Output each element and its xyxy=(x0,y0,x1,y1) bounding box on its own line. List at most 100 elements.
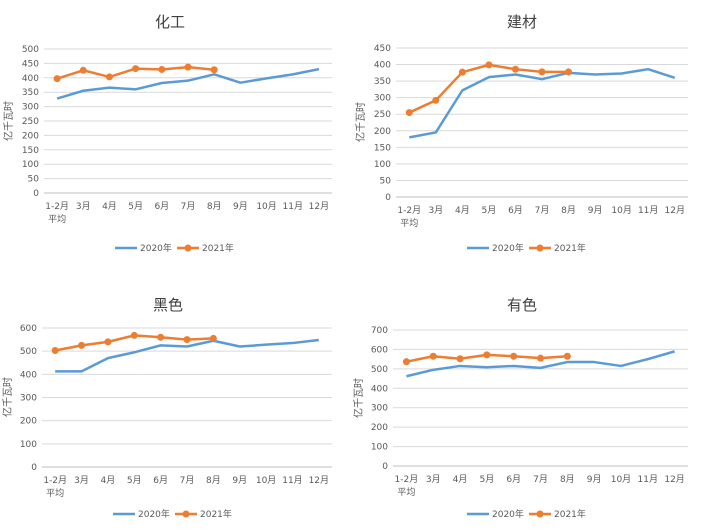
x-tick-label: 7月 xyxy=(535,205,550,216)
data-point xyxy=(511,65,519,73)
x-tick-label: 3月 xyxy=(428,205,443,216)
x-tick-label: 1-2月 xyxy=(45,201,69,212)
y-tick-label: 400 xyxy=(371,384,388,394)
y-tick-label: 150 xyxy=(374,143,391,153)
legend-label: 2020年 xyxy=(492,508,524,520)
chart-title: 有色 xyxy=(507,296,537,314)
x-tick-label: 6月 xyxy=(506,474,521,485)
x-tick-label: 9月 xyxy=(588,205,603,216)
data-point xyxy=(458,68,466,76)
y-tick-label: 400 xyxy=(20,370,37,380)
x-tick-label: 10月 xyxy=(611,205,631,216)
y-tick-label: 250 xyxy=(22,117,39,127)
x-tick-label: 平均 xyxy=(400,217,418,229)
data-point xyxy=(79,66,87,74)
x-tick-label: 1-2月 xyxy=(395,474,419,485)
data-point xyxy=(209,334,217,342)
y-tick-label: 300 xyxy=(22,103,39,113)
x-tick-label: 平均 xyxy=(48,213,66,225)
x-tick-label: 3月 xyxy=(426,474,441,485)
x-tick-label: 5月 xyxy=(128,201,143,212)
y-tick-label: 0 xyxy=(385,193,391,203)
y-tick-label: 150 xyxy=(22,146,39,156)
x-tick-label: 12月 xyxy=(309,475,329,486)
y-tick-label: 350 xyxy=(374,77,391,87)
y-tick-label: 50 xyxy=(28,175,40,185)
y-tick-label: 200 xyxy=(20,417,37,427)
chart-title: 黑色 xyxy=(153,296,183,314)
x-tick-label: 9月 xyxy=(232,475,247,486)
legend-label: 2020年 xyxy=(140,242,172,254)
data-point xyxy=(132,65,140,73)
legend-label: 2020年 xyxy=(138,508,170,520)
data-point xyxy=(429,352,437,360)
x-tick-label: 4月 xyxy=(453,474,468,485)
y-tick-label: 100 xyxy=(22,160,39,170)
y-tick-label: 0 xyxy=(382,462,388,472)
data-point xyxy=(405,109,413,117)
x-tick-label: 平均 xyxy=(397,486,415,498)
x-tick-label: 7月 xyxy=(181,201,196,212)
data-point xyxy=(510,352,518,360)
y-tick-label: 450 xyxy=(374,44,391,54)
y-tick-label: 500 xyxy=(371,365,388,375)
data-point xyxy=(456,355,464,363)
data-point xyxy=(105,73,113,81)
y-tick-label: 200 xyxy=(371,423,388,433)
x-tick-label: 3月 xyxy=(74,475,89,486)
legend-label: 2021年 xyxy=(200,508,232,520)
x-tick-label: 5月 xyxy=(482,205,497,216)
y-tick-label: 50 xyxy=(380,176,392,186)
data-point xyxy=(51,346,59,354)
data-point xyxy=(53,75,61,83)
x-tick-label: 10月 xyxy=(611,474,631,485)
data-point xyxy=(78,341,86,349)
data-point xyxy=(130,331,138,339)
data-point xyxy=(183,336,191,344)
y-tick-label: 400 xyxy=(374,61,391,71)
y-tick-label: 500 xyxy=(22,45,39,55)
x-tick-label: 10月 xyxy=(256,475,276,486)
x-tick-label: 5月 xyxy=(479,474,494,485)
data-point xyxy=(210,66,218,74)
x-tick-label: 8月 xyxy=(207,201,222,212)
y-tick-label: 450 xyxy=(22,59,39,69)
data-point xyxy=(485,61,493,69)
data-point xyxy=(184,63,192,71)
legend-label: 2021年 xyxy=(554,508,586,520)
data-point xyxy=(538,68,546,76)
y-tick-label: 200 xyxy=(22,131,39,141)
data-point xyxy=(563,352,571,360)
x-tick-label: 7月 xyxy=(533,474,548,485)
y-axis-label: 亿千瓦时 xyxy=(352,378,365,418)
x-tick-label: 4月 xyxy=(455,205,470,216)
data-point xyxy=(157,333,165,341)
x-tick-label: 11月 xyxy=(282,475,302,486)
y-axis-label: 亿千瓦时 xyxy=(1,377,14,417)
y-tick-label: 300 xyxy=(371,404,388,414)
x-tick-label: 1-2月 xyxy=(43,475,67,486)
y-tick-label: 350 xyxy=(22,88,39,98)
data-point xyxy=(402,358,410,366)
y-tick-label: 700 xyxy=(371,326,388,336)
y-tick-label: 200 xyxy=(374,127,391,137)
x-tick-label: 6月 xyxy=(153,475,168,486)
data-point xyxy=(432,96,440,104)
y-tick-label: 300 xyxy=(20,394,37,404)
x-tick-label: 12月 xyxy=(664,474,684,485)
chart-panel: 化工 0 50 100 150 200 250 300 350 400 450 500 亿千瓦时 1-2月… xyxy=(2,13,332,254)
x-tick-label: 6月 xyxy=(154,201,169,212)
y-axis-label: 亿千瓦时 xyxy=(2,101,15,141)
legend-marker xyxy=(536,244,544,252)
y-tick-label: 500 xyxy=(20,347,37,357)
y-tick-label: 400 xyxy=(22,74,39,84)
y-tick-label: 100 xyxy=(20,440,37,450)
y-tick-label: 300 xyxy=(374,94,391,104)
legend-marker xyxy=(184,244,192,252)
x-tick-label: 6月 xyxy=(508,205,523,216)
y-tick-label: 100 xyxy=(374,160,391,170)
series-line xyxy=(55,338,319,373)
legend-label: 2021年 xyxy=(554,242,586,254)
legend-marker xyxy=(536,510,544,518)
